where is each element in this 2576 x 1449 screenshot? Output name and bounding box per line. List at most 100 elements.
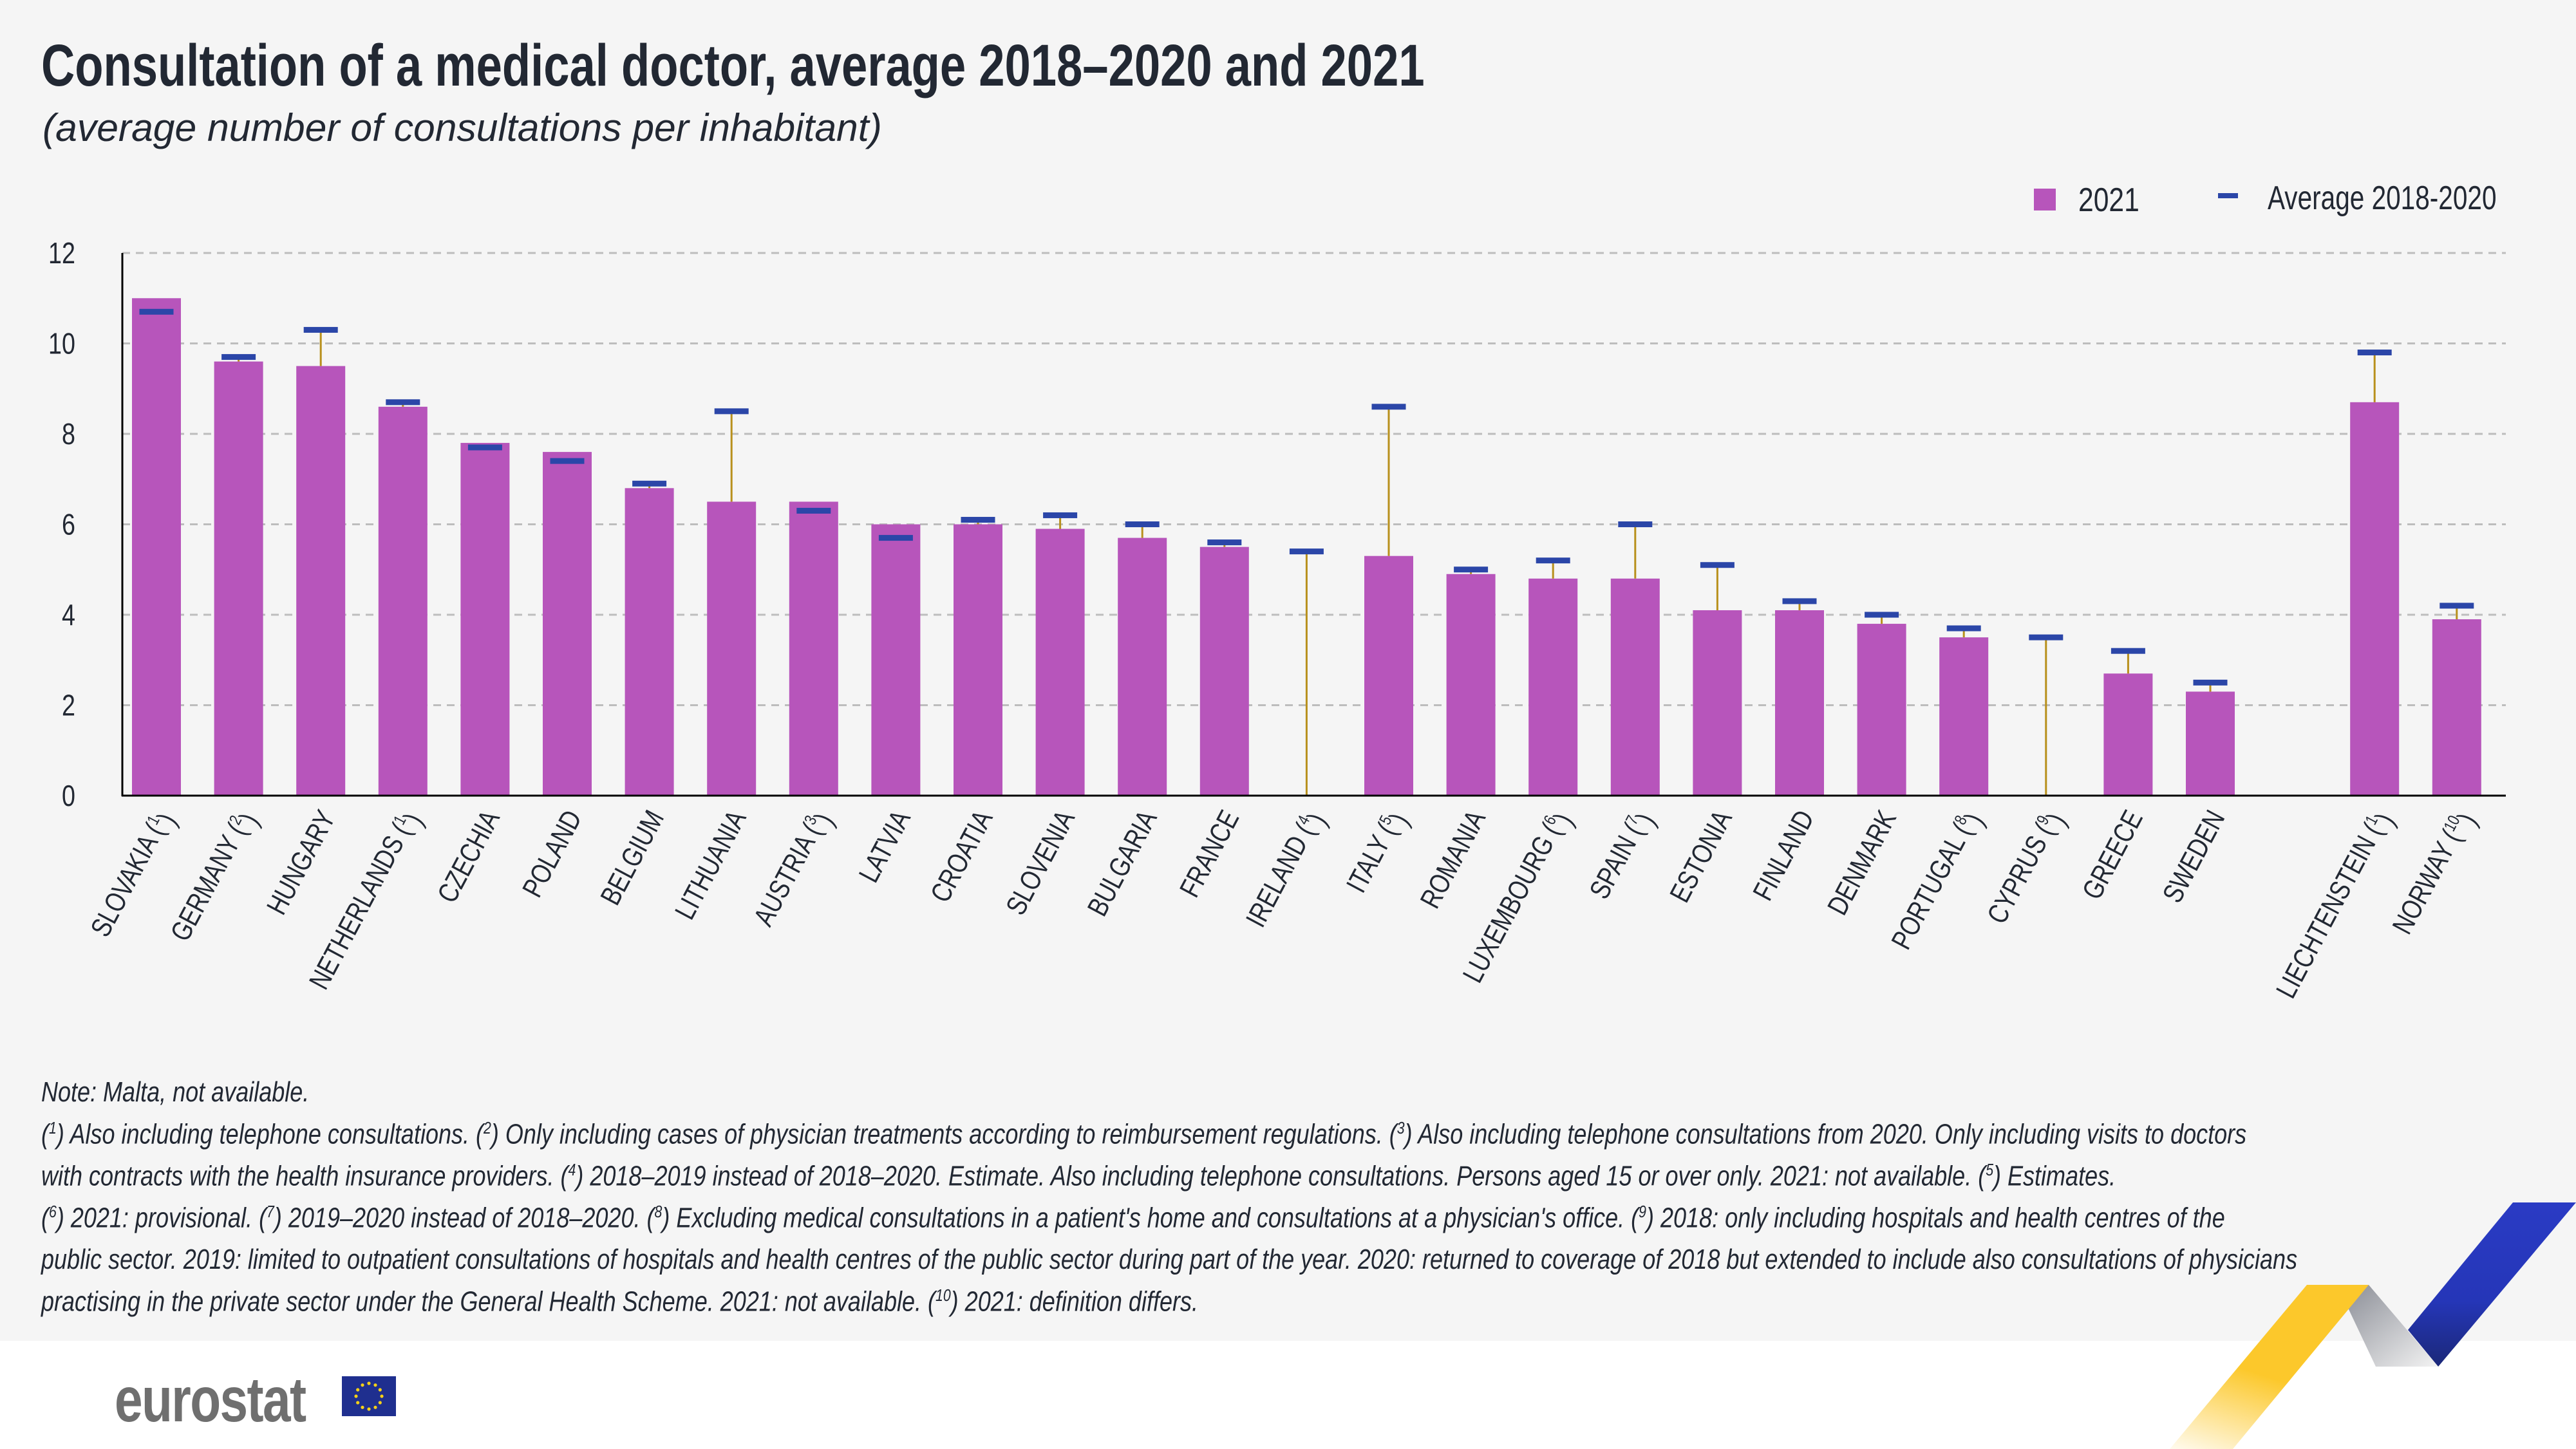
bar — [543, 452, 592, 796]
bar — [1528, 578, 1578, 796]
average-marker — [1865, 612, 1899, 618]
footnote-line: practising in the private sector under t… — [41, 1285, 1198, 1318]
star-icon — [361, 1383, 364, 1387]
star-icon — [378, 1401, 382, 1405]
average-marker — [2440, 603, 2474, 609]
footnote-text: Also including telephone consultations f… — [1412, 1118, 2247, 1150]
average-marker — [1207, 539, 1242, 546]
y-tick-label: 2 — [62, 689, 75, 722]
footnote-text: 2018–2019 instead of 2018–2020. Estimate… — [583, 1160, 1979, 1192]
footnote-marker: 5 — [1986, 1160, 1994, 1179]
star-icon — [356, 1401, 360, 1405]
bars-2021 — [132, 298, 2481, 796]
average-marker — [1125, 521, 1160, 527]
legend: 2021 Average 2018-2020 — [2034, 179, 2497, 219]
footnote-line: public sector. 2019: limited to outpatie… — [41, 1244, 2297, 1276]
footnote-marker: 3 — [1396, 1118, 1405, 1137]
bar — [1364, 556, 1413, 796]
chart-subtitle: (average number of consultations per inh… — [42, 106, 882, 149]
average-marker — [961, 516, 995, 523]
y-tick-label: 12 — [48, 236, 75, 269]
bar — [1939, 637, 1989, 796]
footnote-text: public sector. 2019: limited to outpatie… — [41, 1244, 2298, 1275]
bar — [214, 361, 263, 796]
ribbon-yellow — [2170, 1285, 2369, 1449]
star-icon — [380, 1394, 384, 1398]
footnote-line: Note: Malta, not available. — [41, 1076, 309, 1108]
bar — [2350, 402, 2400, 796]
bar — [378, 406, 428, 796]
average-marker — [2193, 679, 2228, 686]
eurostat-logo: eurostat — [115, 1363, 396, 1436]
star-icon — [367, 1381, 371, 1385]
average-marker — [714, 408, 749, 415]
legend-label-average: Average 2018-2020 — [2268, 179, 2497, 216]
average-marker — [2029, 634, 2064, 640]
average-marker — [2357, 350, 2392, 356]
legend-swatch-2021 — [2034, 189, 2056, 210]
footnote-marker: 6 — [48, 1202, 57, 1221]
star-icon — [356, 1388, 360, 1392]
average-marker — [139, 308, 174, 315]
average-marker — [1700, 562, 1735, 568]
footnote-text: with contracts with the health insurance… — [41, 1160, 561, 1192]
ribbon-grey — [2337, 1285, 2438, 1367]
average-marker — [1289, 548, 1324, 555]
footnote-marker: 9 — [1639, 1202, 1646, 1221]
bar — [1610, 578, 1660, 796]
average-marker — [2111, 648, 2145, 654]
legend-label-2021: 2021 — [2078, 182, 2139, 219]
footnote-text: Only including cases of physician treatm… — [498, 1118, 1389, 1150]
star-icon — [378, 1388, 382, 1392]
average-marker — [467, 444, 502, 451]
footnote-text: Excluding medical consultations in a pat… — [670, 1202, 1631, 1234]
bar — [1118, 538, 1167, 796]
average-marker — [1454, 566, 1489, 573]
footnote-marker: 4 — [568, 1160, 576, 1179]
average-marker — [1043, 512, 1078, 518]
y-tick-label: 6 — [62, 508, 75, 541]
average-marker — [1371, 404, 1406, 410]
ribbon-blue — [2408, 1202, 2576, 1367]
bar — [2103, 673, 2153, 796]
average-markers — [139, 308, 2474, 686]
bar — [1199, 547, 1249, 796]
bar — [954, 524, 1002, 796]
y-axis-ticks: 0 2 4 6 8 10 12 — [48, 236, 75, 812]
footnote-marker: 7 — [267, 1202, 274, 1221]
average-marker — [1618, 521, 1653, 527]
star-icon — [367, 1407, 371, 1411]
bar — [1693, 610, 1742, 796]
eu-flag-icon — [342, 1376, 396, 1416]
gridlines — [122, 252, 2506, 706]
average-marker — [1946, 625, 1981, 631]
average-marker — [878, 535, 913, 541]
chart-panel — [0, 0, 2576, 1341]
bar — [1446, 574, 1496, 796]
footnote-text: 2019–2020 instead of 2018–2020. — [281, 1202, 647, 1234]
footnote-marker: 2 — [484, 1118, 491, 1137]
y-tick-label: 8 — [62, 417, 75, 450]
bar — [1857, 624, 1906, 796]
bar — [625, 488, 674, 796]
average-marker — [1782, 598, 1817, 604]
average-marker — [1536, 557, 1570, 564]
bar — [2186, 691, 2235, 796]
y-tick-label: 0 — [62, 779, 75, 812]
star-icon — [354, 1394, 358, 1398]
footnote-text: 2021: definition differs. — [958, 1285, 1198, 1318]
footnote-text: Note: Malta, not available. — [41, 1076, 310, 1108]
average-marker — [221, 354, 256, 360]
footnote-text: Also including telephone consultations. — [64, 1118, 476, 1150]
bar — [132, 298, 181, 796]
bar — [1775, 610, 1824, 796]
footnote-marker: 10 — [935, 1285, 951, 1305]
footnote-marker: 1 — [48, 1118, 57, 1137]
y-tick-label: 10 — [48, 327, 75, 360]
footnote-text: practising in the private sector under t… — [41, 1285, 928, 1318]
footnote-text: 2018: only including hospitals and healt… — [1653, 1202, 2225, 1234]
star-icon — [361, 1405, 364, 1409]
bar — [707, 501, 757, 796]
